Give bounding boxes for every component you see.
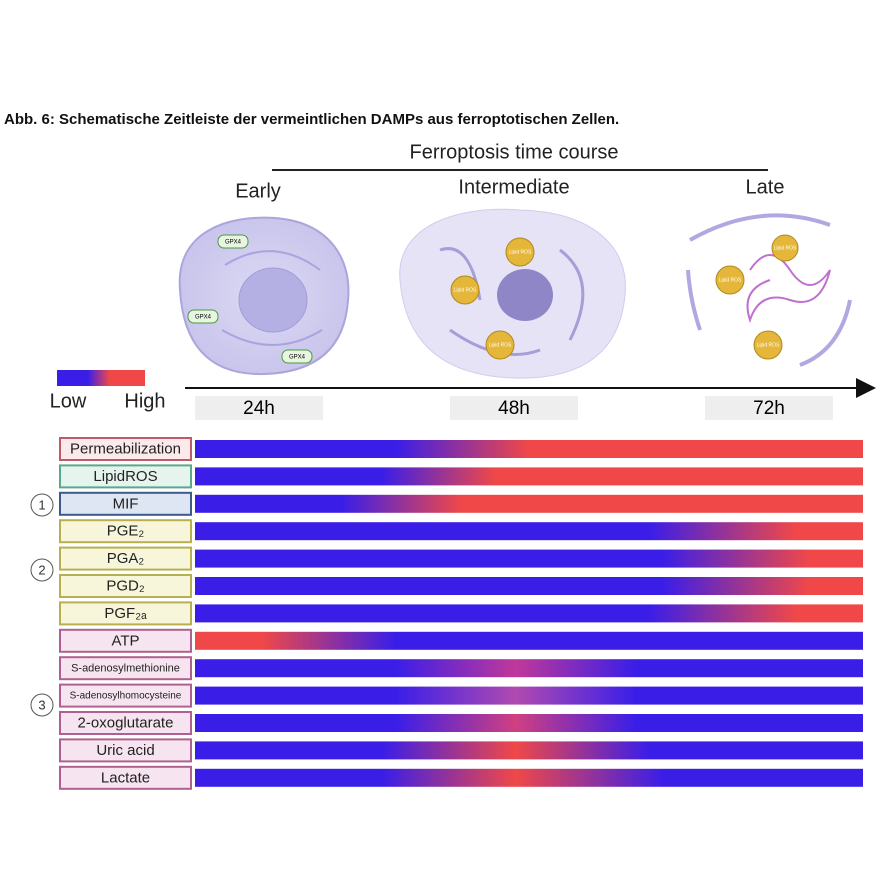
row-label-box: [59, 546, 192, 571]
level-bar: [195, 714, 863, 732]
group-number: 3: [38, 697, 45, 712]
lipid-ros-label: Lipid ROS: [774, 245, 797, 251]
row-label: 2-oxoglutarate: [78, 714, 174, 731]
row-label-box: [59, 683, 192, 708]
legend-gradient: [57, 370, 145, 386]
time-box: [705, 396, 833, 420]
time-label: 72h: [753, 398, 785, 419]
lipid-ros-label: Lipid ROS: [509, 249, 532, 255]
row-label-box: [59, 519, 192, 544]
gpx4-label: GPX4: [289, 355, 306, 361]
row-label-box: [59, 656, 192, 681]
row-label: PGF₂ₐ: [104, 605, 147, 622]
level-bar: [195, 522, 863, 541]
row-label-box: [59, 491, 192, 516]
timeline-title: Ferroptosis time course: [410, 141, 619, 163]
lipid-ros-label: Lipid ROS: [719, 277, 742, 283]
row-label-box: [59, 711, 192, 735]
caption: Abb. 6: Schematische Zeitleiste der verm…: [4, 111, 619, 128]
row-label: S-adenosylhomocysteine: [70, 691, 182, 702]
legend-low: Low: [50, 390, 87, 412]
level-bar: [195, 440, 863, 458]
row-label: S-adenosylmethionine: [71, 663, 180, 675]
legend-high: High: [124, 390, 165, 412]
lipid-ros-label: Lipid ROS: [454, 287, 477, 293]
rows: Permeabilization LipidROS MIF PGE₂ PGA₂ PGD₂ P…: [30, 437, 863, 790]
group-badge: [30, 693, 54, 717]
time-box: [195, 396, 323, 420]
row-label: MIF: [113, 495, 139, 512]
group-badge: [30, 493, 54, 517]
gpx4-label: GPX4: [195, 315, 212, 321]
level-bar: [195, 577, 863, 595]
time-label: 48h: [498, 398, 530, 419]
row-label: Permeabilization: [70, 440, 181, 457]
level-bar: [195, 659, 863, 678]
level-bar: [195, 549, 863, 568]
level-bar: [195, 768, 863, 787]
level-bar: [195, 686, 863, 705]
level-bar: [195, 631, 863, 650]
group-badge: [30, 558, 54, 582]
row-label: LipidROS: [93, 468, 157, 485]
row-label: PGD₂: [106, 577, 145, 594]
level-bar: [195, 741, 863, 760]
row-label-box: [59, 437, 192, 461]
early-cell: GPX4 GPX4 GPX4: [178, 216, 350, 376]
level-bar: [195, 604, 863, 623]
time-label: 24h: [243, 398, 275, 419]
row-label: PGE₂: [107, 523, 145, 540]
lipid-ros-label: Lipid ROS: [489, 342, 512, 348]
row-label-box: [59, 601, 192, 626]
row-label-box: [59, 738, 192, 763]
row-label-box: [59, 574, 192, 598]
intermediate-cell: Lipid ROS Lipid ROS Lipid ROS: [399, 208, 626, 379]
group-number: 1: [38, 497, 45, 512]
stage-label: Early: [235, 180, 281, 202]
late-cell: Lipid ROS Lipid ROS Lipid ROS: [686, 213, 852, 367]
time-box: [450, 396, 578, 420]
group-number: 2: [38, 562, 45, 577]
lipid-ros-label: Lipid ROS: [757, 342, 780, 348]
gpx4-label: GPX4: [225, 240, 242, 246]
row-label-box: [59, 628, 192, 653]
row-label-box: [59, 765, 192, 790]
stage-label: Late: [746, 176, 785, 198]
level-bar: [195, 467, 863, 486]
stage-label: Intermediate: [458, 176, 569, 198]
row-label-box: [59, 464, 192, 489]
row-label: Lactate: [101, 769, 150, 786]
row-label: ATP: [111, 632, 139, 649]
level-bar: [195, 494, 863, 513]
row-label: Uric acid: [96, 742, 154, 759]
row-label: PGA₂: [107, 550, 145, 567]
